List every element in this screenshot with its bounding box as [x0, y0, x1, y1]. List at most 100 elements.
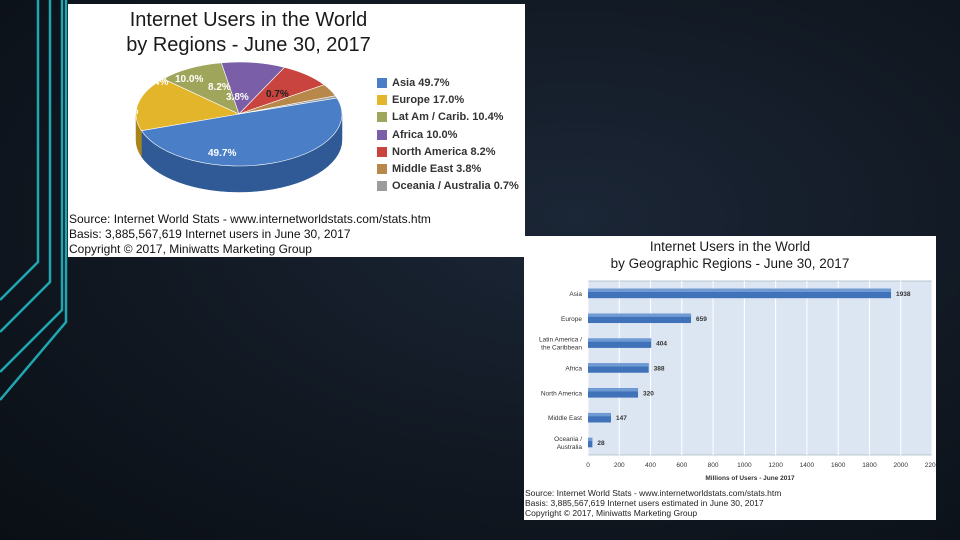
bar-source: Source: Internet World Stats - www.inter… — [525, 488, 781, 518]
bar-value-label: 28 — [597, 440, 605, 447]
bar-chart-title: Internet Users in the World by Geographi… — [524, 238, 936, 272]
pie-legend-item: North America 8.2% — [377, 143, 519, 160]
category-label: Asia — [569, 291, 582, 298]
x-tick-label: 1400 — [800, 462, 815, 469]
pie-slice — [140, 97, 343, 167]
pie-chart-title: Internet Users in the World by Regions -… — [68, 8, 477, 58]
pie-legend-swatch — [377, 77, 387, 88]
deco-line — [0, 0, 52, 333]
pie-legend-swatch — [377, 129, 387, 140]
x-tick-label: 1600 — [831, 462, 846, 469]
x-tick-label: 600 — [676, 462, 687, 469]
x-tick-label: 400 — [645, 462, 656, 469]
pie-legend-item: Lat Am / Carib. 10.4% — [377, 109, 519, 126]
pie-data-label: 10.4% — [140, 77, 168, 88]
pie-legend-swatch — [377, 112, 387, 123]
category-label: North America — [541, 390, 583, 397]
pie-source: Source: Internet World Stats - www.inter… — [69, 212, 431, 257]
bar-title-line2: by Geographic Regions - June 30, 2017 — [610, 256, 850, 271]
category-label: Oceania / Australia — [554, 436, 582, 451]
pie-legend-label: Oceania / Australia 0.7% — [392, 180, 519, 193]
bar — [588, 288, 892, 299]
pie-data-label: 49.7% — [208, 148, 236, 159]
pie-data-label: 10.0% — [175, 74, 203, 85]
pie-legend-label: Europe 17.0% — [392, 93, 465, 106]
bar-highlight — [588, 363, 649, 367]
decorative-lines — [0, 0, 68, 401]
bar — [588, 388, 639, 398]
bar-highlight — [588, 313, 692, 317]
pie-legend-swatch — [377, 181, 387, 192]
pie-legend-label: North America 8.2% — [392, 145, 496, 158]
category-label: Latin America / the Caribbean — [539, 337, 582, 352]
pie-slice — [238, 95, 338, 115]
deco-line — [0, 0, 64, 373]
bar — [588, 363, 649, 373]
x-tick-label: 0 — [586, 462, 590, 469]
pie-legend-item: Oceania / Australia 0.7% — [377, 178, 519, 195]
pie-legend-label: Africa 10.0% — [392, 128, 458, 141]
pie-copyright-line: Copyright © 2017, Miniwatts Marketing Gr… — [69, 242, 312, 257]
pie-legend-item: Africa 10.0% — [377, 126, 519, 143]
pie-chart: 49.7% 17.0% 10.4% 10.0% 8.2%3.8% 0.7% — [110, 61, 343, 193]
pie-labels: 49.7% 17.0% 10.4% 10.0% 8.2%3.8% 0.7% — [110, 74, 289, 159]
x-tick-label: 2000 — [893, 462, 908, 469]
bar-chart-panel: Internet Users in the World by Geographi… — [524, 236, 936, 520]
bar-value-label: 659 — [696, 316, 707, 323]
pie-chart-panel: Internet Users in the World by Regions -… — [68, 4, 525, 257]
bar-highlight — [588, 412, 611, 417]
category-label: Middle East — [548, 415, 582, 422]
bar-highlight — [588, 338, 652, 342]
bar-title-line1: Internet Users in the World — [649, 239, 811, 254]
bar-value-label: 1938 — [896, 291, 911, 298]
bar-chart: 0 200 400 600 800 1000 1200 1400 1600 1800 2000 220… — [539, 280, 936, 482]
bar-basis-line: Basis: 3,885,567,619 Internet users esti… — [525, 498, 764, 508]
pie-legend-item: Asia 49.7% — [377, 74, 519, 91]
deco-line — [0, 0, 68, 401]
pie-legend-item: Middle East 3.8% — [377, 160, 519, 177]
pie-legend-swatch — [377, 146, 387, 157]
bar-highlight — [588, 437, 593, 442]
pie-legend-label: Lat Am / Carib. 10.4% — [392, 111, 504, 124]
bars: 1938 659 404 388 320 147 28 — [588, 288, 911, 448]
bar-value-label: 320 — [643, 390, 654, 397]
bar — [588, 338, 652, 348]
pie-data-label: 3.8% — [226, 92, 249, 103]
x-axis-label: Millions of Users - June 2017 — [705, 475, 795, 482]
pie-basis-line: Basis: 3,885,567,619 Internet users in J… — [69, 227, 351, 242]
pie-data-label: 0.7% — [266, 89, 289, 100]
x-tick-label: 1800 — [862, 462, 877, 469]
bar-highlight — [588, 288, 892, 293]
deco-line — [0, 0, 40, 301]
pie-data-label: 8.2% — [208, 82, 231, 93]
pie-source-line: Source: Internet World Stats - www.inter… — [69, 212, 431, 226]
x-ticks: 0 200 400 600 800 1000 1200 1400 1600 1800 2000 220… — [586, 462, 936, 469]
x-tick-label: 1000 — [737, 462, 752, 469]
category-label: Africa — [565, 366, 582, 373]
pie-legend-swatch — [377, 94, 387, 105]
bar-value-label: 404 — [656, 341, 667, 348]
x-tick-label: 200 — [614, 462, 625, 469]
pie-data-label: 17.0% — [110, 106, 138, 117]
bar-value-label: 147 — [616, 415, 627, 422]
pie-tops — [135, 61, 343, 167]
gridlines — [587, 281, 933, 455]
bar-source-line: Source: Internet World Stats - www.inter… — [525, 488, 782, 498]
bar — [588, 313, 692, 324]
pie-legend-swatch — [377, 164, 387, 175]
bar — [588, 437, 593, 448]
bar-copyright-line: Copyright © 2017, Miniwatts Marketing Gr… — [525, 508, 698, 518]
pie-legend: Asia 49.7% Europe 17.0% Lat Am / Carib. 10… — [377, 74, 519, 195]
bar — [588, 412, 611, 423]
category-label: Europe — [561, 316, 582, 323]
pie-legend-item: Europe 17.0% — [377, 91, 519, 108]
bar-value-label: 388 — [654, 366, 665, 373]
pie-slice — [135, 78, 240, 132]
x-tick-label: 1200 — [768, 462, 783, 469]
x-tick-label: 800 — [708, 462, 719, 469]
bar-highlight — [588, 388, 639, 392]
pie-title-line1: Internet Users in the World — [129, 9, 368, 31]
x-tick-label: 2200 — [925, 462, 936, 469]
pie-legend-label: Middle East 3.8% — [392, 163, 482, 176]
category-labels: Asia Europe Latin America / the Caribbean Af… — [539, 291, 582, 451]
